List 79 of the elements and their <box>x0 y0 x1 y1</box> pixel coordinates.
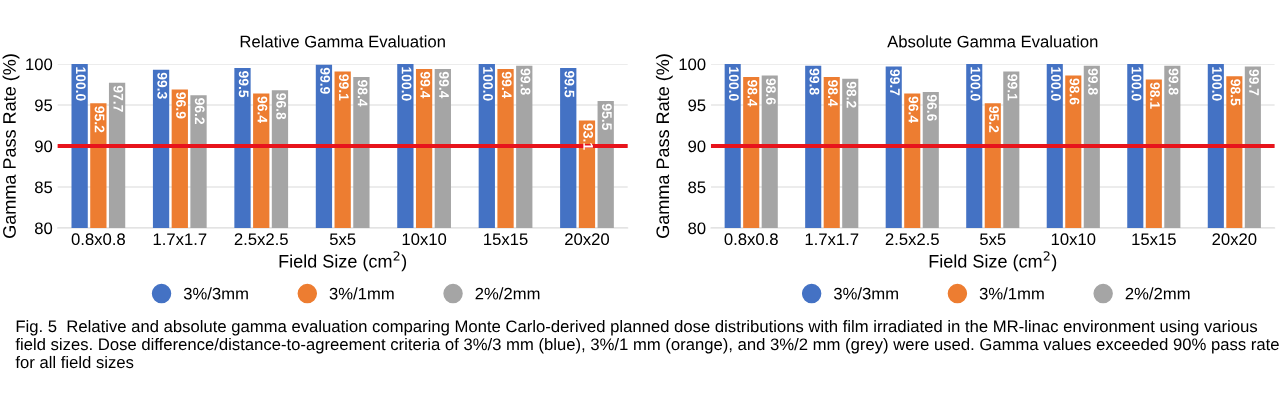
legend-label: 2%/2mm <box>475 287 540 300</box>
y-tick-label: 95 <box>35 99 53 112</box>
x-tick-label: 15x15 <box>1132 233 1176 246</box>
data-label: 95.2 <box>94 106 105 133</box>
data-label: 98.4 <box>828 80 838 107</box>
data-label: 98.1 <box>1150 82 1160 109</box>
data-label: 96.4 <box>257 96 268 123</box>
data-label: 99.8 <box>809 68 820 95</box>
x-tick-label: 5x5 <box>329 233 356 246</box>
y-tick-label: 85 <box>688 181 706 194</box>
legend-label: 3%/1mm <box>329 287 394 300</box>
x-tick-label: 0.8x0.8 <box>71 233 125 246</box>
x-tick-label: 1.7x1.7 <box>153 233 207 245</box>
x-tick-label: 2.5x2.5 <box>234 233 288 246</box>
data-label: 100.0 <box>1051 67 1061 101</box>
x-axis-title: Field Size (cm$^{2}$) <box>279 251 407 272</box>
data-label: 100.0 <box>75 67 86 101</box>
data-label: 95.2 <box>989 106 999 133</box>
y-tick-label: 100 <box>679 58 706 71</box>
chart-title: Relative Gamma Evaluation <box>240 35 445 48</box>
chart-title: Absolute Gamma Evaluation <box>887 35 1098 48</box>
x-tick-label: 20x20 <box>1212 233 1257 246</box>
legend-label: 2%/2mm <box>1125 287 1190 300</box>
data-label: 99.4 <box>501 71 512 99</box>
data-label: 98.4 <box>747 80 758 107</box>
data-label: 98.6 <box>1069 78 1080 105</box>
data-label: 99.8 <box>520 68 531 95</box>
data-label: 96.2 <box>194 98 205 125</box>
y-tick-label: 80 <box>688 222 706 235</box>
y-tick-label: 95 <box>688 99 706 112</box>
y-tick-label: 80 <box>34 222 53 235</box>
x-tick-label: 1.7x1.7 <box>805 233 859 245</box>
data-label: 99.5 <box>238 71 249 98</box>
x-axis-title: Field Size (cm$^{2}$) <box>929 251 1057 272</box>
data-label: 100.0 <box>483 67 493 101</box>
data-label: 100.0 <box>728 67 739 101</box>
data-label: 99.7 <box>1249 69 1259 96</box>
caption: Fig. 5 Relative and absolute gamma evaluation comparing Monte Carlo-derived planned dose distributions with film irradiated in the MR-linac environment using various field sizes. Dose difference/distance-to-agreement criteria of 3%/3 mm (blue), 3%/1 mm (orange), and 3%/2 mm (grey) were used. Gamma values exceeded 90% pass rate for all field sizes <box>15 320 1279 369</box>
data-label: 100.0 <box>1131 67 1142 101</box>
data-label: 99.5 <box>564 71 575 98</box>
data-label: 99.4 <box>420 71 431 99</box>
x-tick-label: 10x10 <box>1051 233 1096 246</box>
data-label: 93.1 <box>583 123 594 150</box>
data-label: 95.5 <box>601 103 612 130</box>
data-label: 98.2 <box>846 81 857 108</box>
x-tick-label: 5x5 <box>980 233 1006 246</box>
data-label: 99.1 <box>1007 74 1018 101</box>
x-tick-label: 2.5x2.5 <box>885 233 939 246</box>
data-label: 99.8 <box>1088 68 1098 95</box>
y-axis-title: Gamma Pass Rate (%) <box>655 54 673 238</box>
y-tick-label: 85 <box>34 181 53 194</box>
data-label: 99.4 <box>439 71 449 99</box>
legend-label: 3%/3mm <box>183 287 248 300</box>
x-tick-label: 10x10 <box>402 233 447 246</box>
data-label: 100.0 <box>1212 67 1222 101</box>
y-tick-label: 90 <box>35 140 53 153</box>
data-label: 100.0 <box>401 67 412 101</box>
x-tick-label: 15x15 <box>484 233 528 246</box>
y-axis-title: Gamma Pass Rate (%) <box>2 54 20 238</box>
legend-label: 3%/1mm <box>979 287 1044 300</box>
data-label: 98.5 <box>1230 79 1241 106</box>
data-label: 99.3 <box>157 72 168 99</box>
data-label: 96.8 <box>276 93 287 120</box>
x-tick-label: 20x20 <box>565 233 610 246</box>
data-label: 96.6 <box>927 94 937 121</box>
data-label: 99.7 <box>890 69 900 96</box>
data-label: 96.4 <box>908 96 919 123</box>
data-label: 100.0 <box>970 67 981 101</box>
data-label: 98.4 <box>357 80 368 107</box>
data-label: 99.8 <box>1168 68 1179 95</box>
data-label: 99.9 <box>320 67 331 94</box>
data-label: 99.1 <box>338 74 349 101</box>
y-tick-label: 100 <box>26 58 53 71</box>
legend-label: 3%/3mm <box>833 287 898 300</box>
data-label: 96.9 <box>176 92 186 119</box>
data-label: 97.7 <box>113 85 124 112</box>
data-label: 98.6 <box>766 78 776 105</box>
x-tick-label: 0.8x0.8 <box>724 233 778 246</box>
y-tick-label: 90 <box>688 140 706 153</box>
